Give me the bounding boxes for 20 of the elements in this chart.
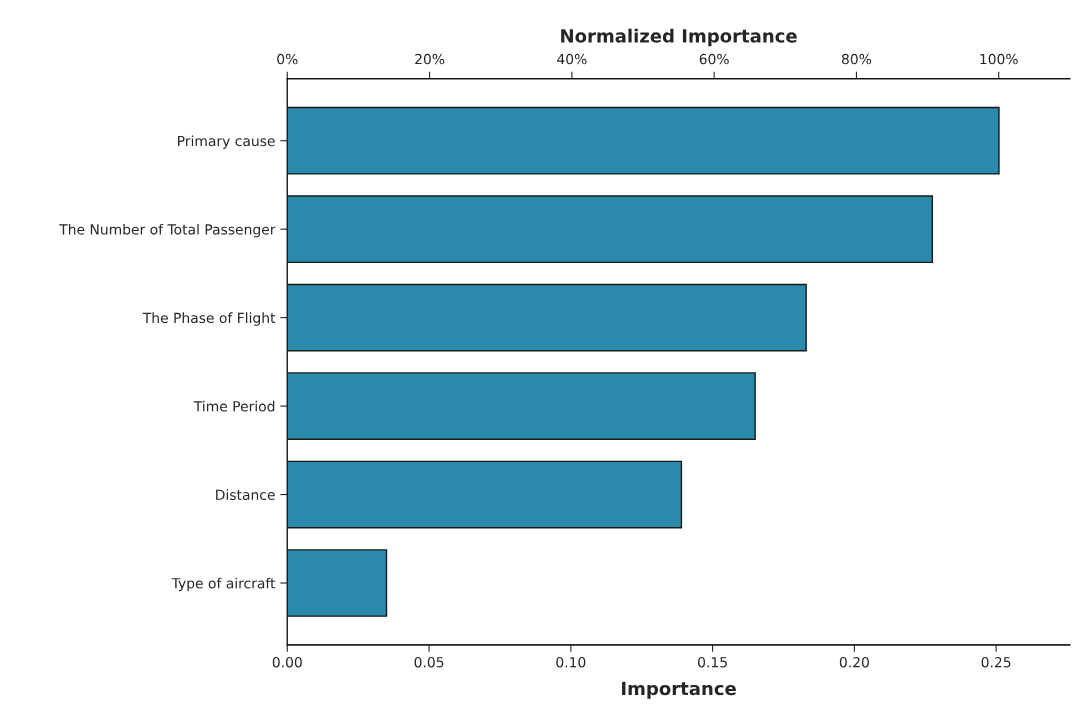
- y-tick-label: Primary cause: [178, 135, 275, 149]
- x-tick-label: 0.15: [698, 656, 727, 668]
- y-tick-label: Time Period: [193, 400, 275, 412]
- x-tick-label: 0.05: [414, 656, 444, 668]
- x-tick-label: 0.20: [839, 656, 869, 668]
- x2-tick-label: 60%: [699, 53, 729, 65]
- x2-tick-label: 80%: [841, 53, 872, 65]
- x-tick-label: 0.00: [272, 656, 302, 668]
- x-axis-title: Importance: [622, 681, 736, 699]
- x2-tick-label: 40%: [557, 53, 587, 65]
- x2-tick-label: 20%: [415, 53, 445, 65]
- x-tick-label: 0.25: [981, 656, 1011, 668]
- y-tick-label: Distance: [216, 489, 275, 501]
- y-tick-label: Type of aircraft: [171, 577, 276, 592]
- x2-tick-label: 100%: [980, 53, 1018, 65]
- x2-axis-title: Normalized Importance: [561, 28, 797, 47]
- y-tick-label: The Number of Total Passenger: [59, 223, 276, 238]
- y-tick-label: The Phase of Flight: [142, 312, 276, 326]
- x-tick-label: 0.10: [556, 656, 586, 668]
- x2-tick-label: 0%: [277, 53, 298, 65]
